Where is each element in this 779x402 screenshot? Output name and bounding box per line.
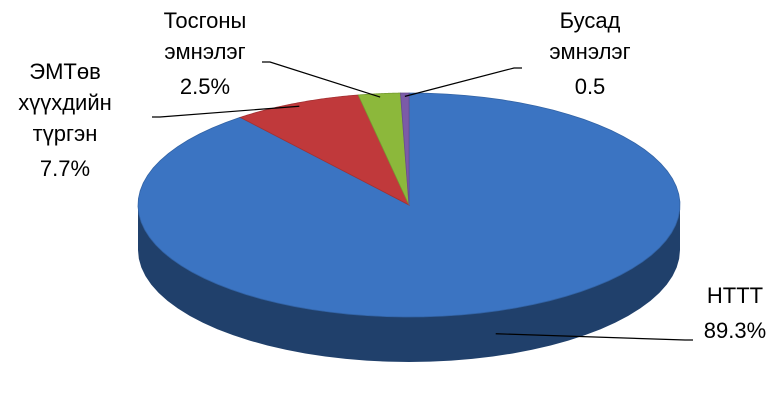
slice-label: НТТТ (707, 283, 763, 308)
slice (239, 94, 410, 206)
value-label: 7.7% (40, 156, 90, 181)
slice (400, 92, 410, 206)
leader-line (262, 61, 381, 98)
slice-label: Тосгоны эмнэлэг (164, 8, 247, 64)
value-label: 89.3% (704, 318, 766, 343)
value-label: 0.5 (575, 74, 606, 99)
slice-label: ЭМТөв хүүхдийн түргэн (18, 59, 112, 146)
value-label: 2.5% (180, 74, 230, 99)
leader-line (495, 333, 693, 341)
slice-side (138, 205, 680, 362)
slice-label: Бусад эмнэлэг (549, 8, 630, 64)
leader-line (404, 67, 522, 97)
leader-line (152, 105, 300, 118)
slice (357, 92, 410, 206)
